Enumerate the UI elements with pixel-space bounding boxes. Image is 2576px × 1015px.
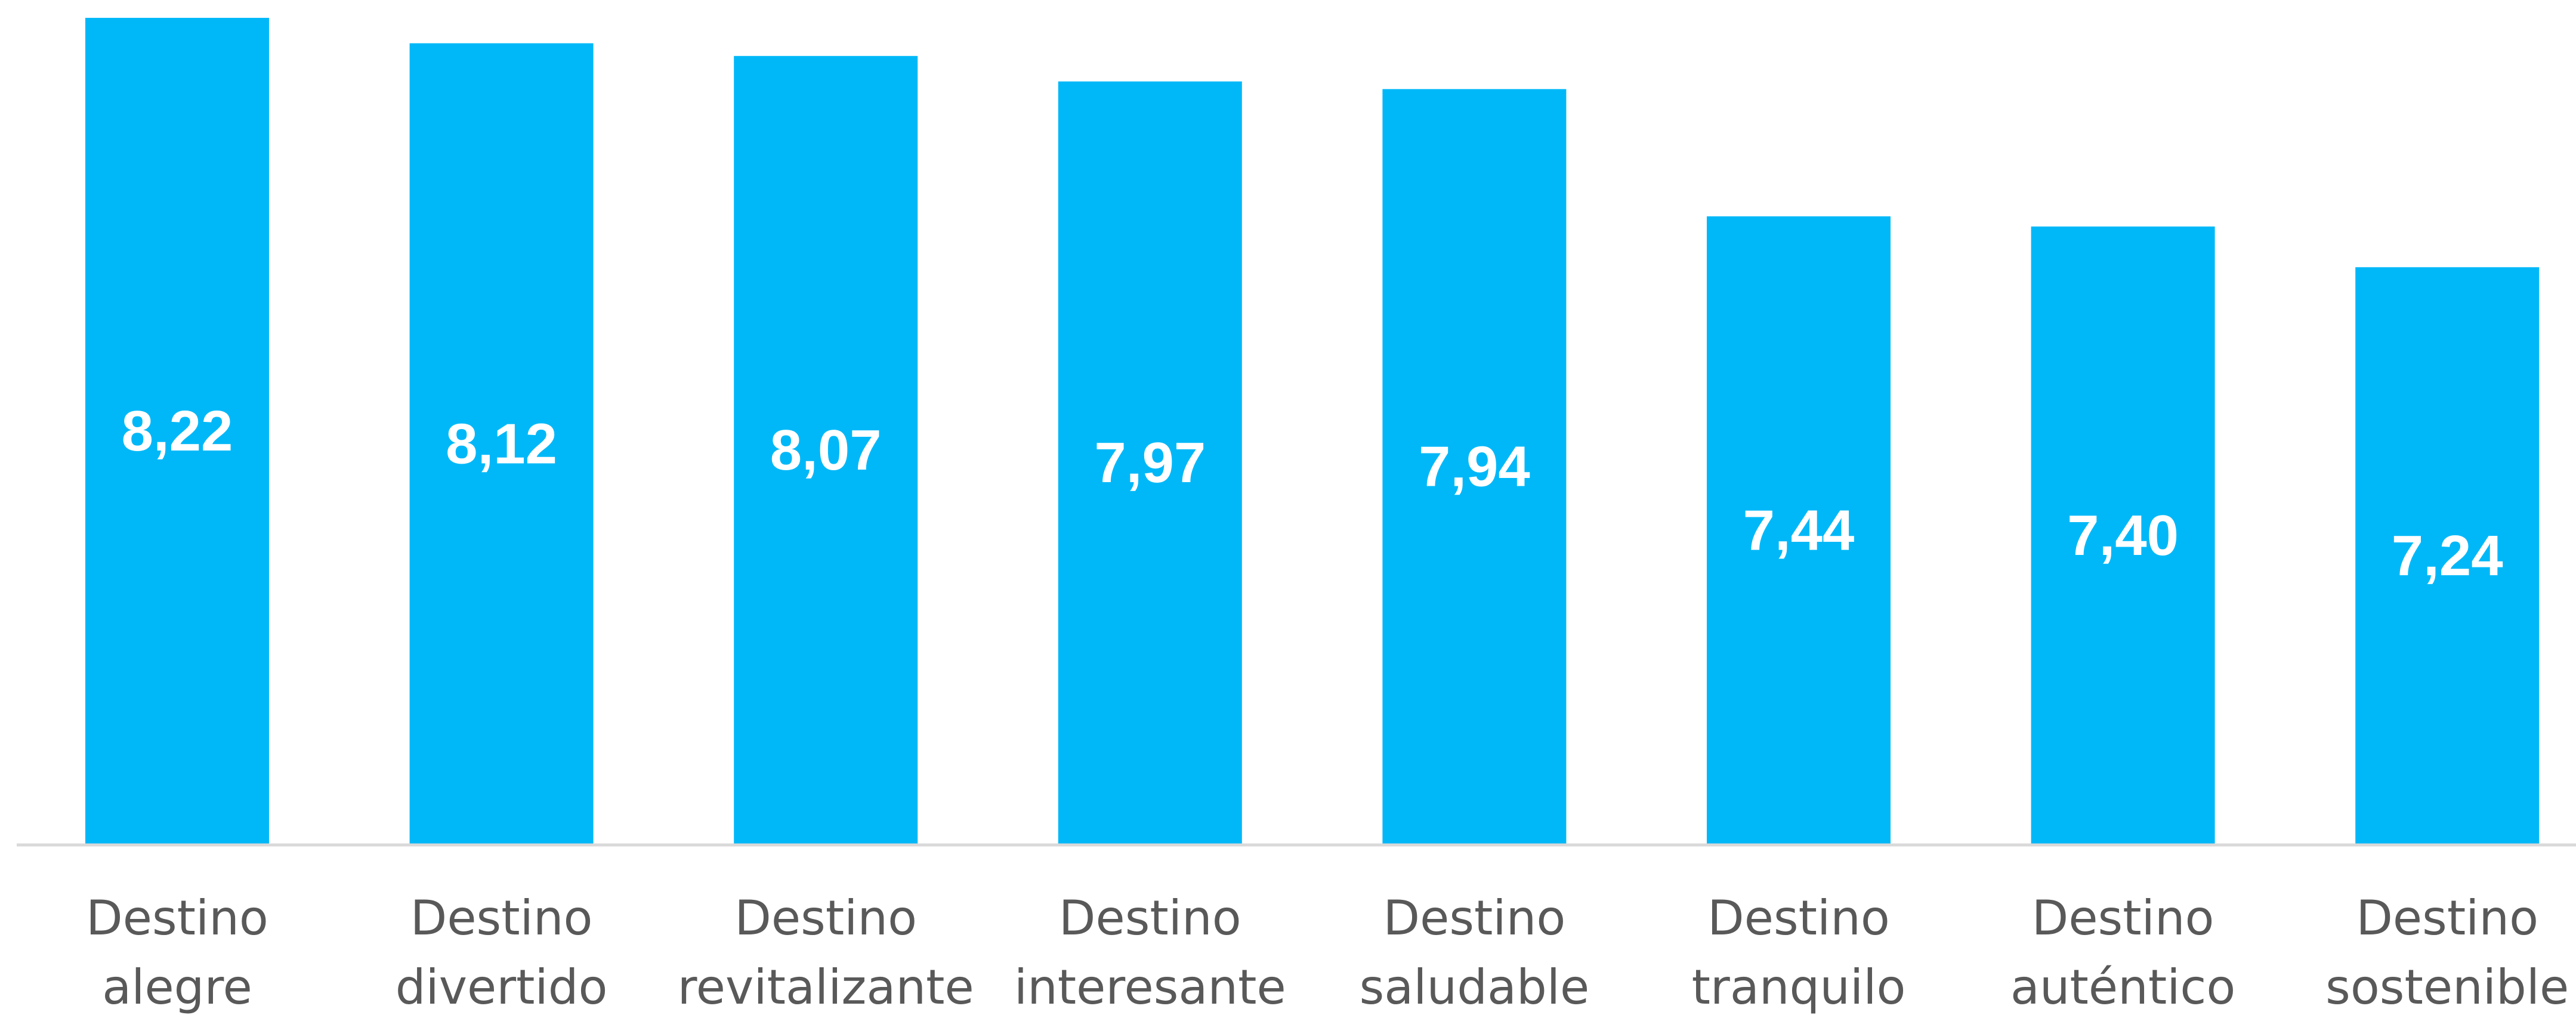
bar — [2031, 226, 2215, 846]
category-label: Destino — [1707, 890, 1890, 946]
category-label: tranquilo — [1692, 960, 1906, 1015]
category-label: revitalizante — [678, 960, 974, 1015]
bar-value-label: 8,12 — [446, 412, 557, 476]
category-labels: Destino alegre Destino divertido Destino revi… — [86, 890, 2569, 1015]
bars: 8,22 8,12 8,07 7,97 7,94 7,44 7,40 7,24 — [85, 17, 2540, 846]
bar — [2355, 267, 2540, 845]
bar-value-label: 7,24 — [2392, 524, 2503, 588]
bar-value-label: 7,97 — [1094, 431, 1206, 495]
category-label: Destino — [1383, 890, 1566, 946]
category-label: saludable — [1360, 960, 1590, 1015]
bar — [409, 43, 594, 845]
bar — [1382, 89, 1567, 845]
bar-value-label: 8,07 — [770, 418, 882, 482]
category-label: interesante — [1014, 960, 1286, 1015]
bar — [1707, 216, 1891, 845]
bar-value-label: 7,94 — [1419, 435, 1530, 499]
category-label: alegre — [102, 960, 252, 1015]
category-label: Destino — [2032, 890, 2214, 946]
category-label: Destino — [410, 890, 593, 946]
bar — [734, 55, 918, 845]
category-label: Destino — [2356, 890, 2538, 946]
category-label: divertido — [396, 960, 608, 1015]
bar — [1058, 81, 1242, 845]
category-label: Destino — [1059, 890, 1241, 946]
bar-value-label: 7,40 — [2067, 504, 2179, 567]
bar — [85, 17, 269, 845]
category-label: auténtico — [2010, 960, 2236, 1015]
category-label: Destino — [734, 890, 917, 946]
bar-value-label: 8,22 — [122, 399, 233, 463]
category-label: sostenible — [2325, 960, 2569, 1015]
bar-value-label: 7,44 — [1743, 498, 1855, 562]
category-label: Destino — [86, 890, 268, 946]
